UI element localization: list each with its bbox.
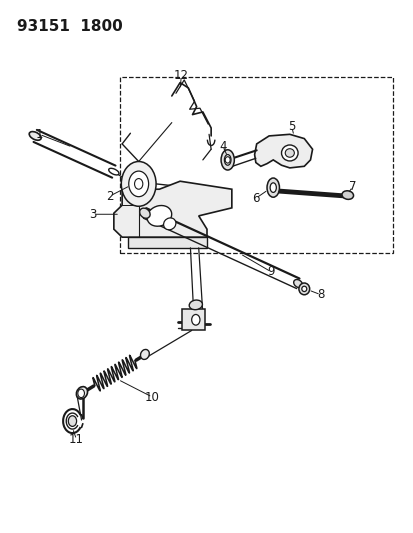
Text: 8: 8 (316, 288, 324, 301)
Circle shape (121, 161, 156, 206)
Text: 3: 3 (89, 208, 97, 221)
Bar (120, 77, 392, 253)
Ellipse shape (76, 386, 87, 399)
Text: 5: 5 (287, 120, 295, 133)
Ellipse shape (281, 145, 297, 161)
Circle shape (68, 416, 76, 426)
Ellipse shape (293, 279, 302, 288)
Text: 11: 11 (69, 433, 84, 446)
Ellipse shape (109, 168, 119, 175)
Polygon shape (114, 181, 231, 237)
Ellipse shape (221, 150, 234, 170)
Ellipse shape (139, 208, 150, 219)
Text: 6: 6 (252, 192, 259, 205)
Text: 10: 10 (145, 391, 159, 403)
Polygon shape (254, 134, 312, 168)
Bar (182, 309, 205, 330)
Text: 7: 7 (348, 180, 356, 193)
Circle shape (128, 171, 148, 197)
Ellipse shape (29, 132, 41, 140)
Ellipse shape (266, 178, 279, 197)
Text: 12: 12 (173, 69, 188, 82)
Text: 9: 9 (267, 265, 274, 278)
Ellipse shape (189, 300, 202, 310)
Ellipse shape (341, 191, 353, 199)
Ellipse shape (269, 183, 276, 192)
Ellipse shape (163, 218, 176, 230)
Ellipse shape (224, 155, 230, 165)
Ellipse shape (147, 206, 171, 226)
Text: 1: 1 (36, 128, 43, 141)
Text: 2: 2 (106, 190, 113, 203)
Circle shape (134, 179, 142, 189)
Text: 93151  1800: 93151 1800 (17, 19, 122, 34)
Polygon shape (128, 237, 206, 248)
Ellipse shape (301, 286, 306, 292)
Text: 4: 4 (218, 140, 226, 152)
Ellipse shape (285, 149, 294, 157)
Circle shape (225, 157, 230, 163)
Circle shape (191, 314, 199, 325)
Ellipse shape (298, 283, 309, 295)
Ellipse shape (140, 350, 149, 359)
Circle shape (78, 389, 84, 398)
